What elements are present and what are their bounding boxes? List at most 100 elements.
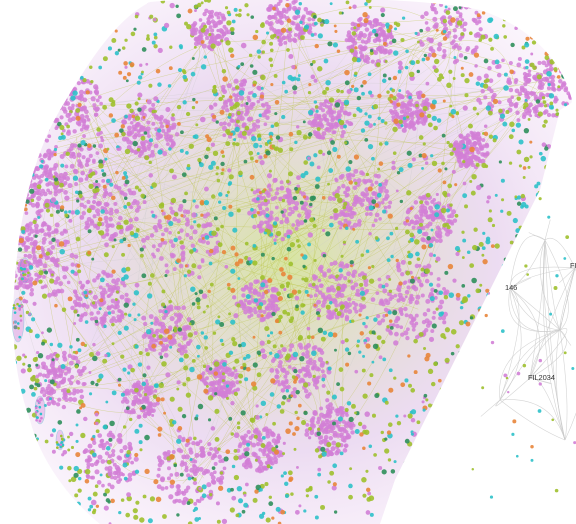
network-node bbox=[280, 344, 284, 348]
network-node-pink bbox=[67, 117, 73, 123]
network-node-pink bbox=[156, 473, 161, 478]
network-node-pink bbox=[128, 224, 134, 229]
network-node bbox=[331, 394, 337, 400]
network-node-pink bbox=[486, 86, 492, 91]
network-node-pink bbox=[431, 315, 436, 320]
network-node-pink bbox=[78, 280, 83, 285]
network-node-pink bbox=[124, 399, 130, 405]
network-node-pink bbox=[439, 2, 444, 7]
network-node-pink bbox=[165, 269, 170, 274]
network-node-pink bbox=[223, 99, 228, 104]
network-edge bbox=[72, 137, 103, 306]
network-node-pink bbox=[153, 316, 159, 321]
network-node-pink bbox=[434, 238, 439, 243]
network-node-pink bbox=[219, 475, 225, 481]
network-node-pink bbox=[224, 30, 229, 35]
network-node-pink bbox=[29, 291, 35, 297]
network-node bbox=[115, 290, 120, 294]
network-node bbox=[59, 465, 64, 470]
network-node-pink bbox=[411, 327, 416, 332]
network-node-pink bbox=[30, 288, 34, 292]
network-node-pink bbox=[292, 206, 297, 210]
network-node-pink bbox=[179, 245, 185, 250]
network-node bbox=[121, 252, 126, 257]
network-edge bbox=[118, 19, 277, 225]
network-edge bbox=[88, 100, 178, 239]
network-node bbox=[316, 316, 321, 321]
network-node-pink bbox=[120, 400, 125, 404]
network-node bbox=[138, 440, 143, 445]
network-node-pink bbox=[529, 91, 534, 95]
network-edge bbox=[117, 220, 442, 231]
network-node bbox=[66, 124, 70, 129]
network-node-pink bbox=[181, 305, 186, 311]
network-node bbox=[73, 472, 79, 478]
network-node-pink bbox=[320, 369, 325, 374]
network-node-pink bbox=[240, 435, 245, 440]
network-node bbox=[235, 85, 240, 90]
network-node-pink bbox=[55, 257, 60, 263]
network-node-pink bbox=[43, 232, 48, 237]
network-node bbox=[230, 268, 236, 274]
network-node-pink bbox=[134, 208, 140, 213]
network-node-pink bbox=[242, 122, 247, 127]
network-edge bbox=[113, 99, 501, 449]
network-node bbox=[494, 243, 500, 249]
network-node-pink bbox=[477, 158, 482, 163]
network-node bbox=[261, 435, 266, 440]
network-edge bbox=[70, 28, 215, 389]
network-node-pink bbox=[256, 313, 262, 318]
network-node bbox=[565, 49, 570, 54]
network-node bbox=[528, 0, 533, 4]
network-node-pink bbox=[98, 143, 104, 149]
network-node-pink bbox=[327, 195, 333, 201]
network-node-pink bbox=[43, 165, 48, 170]
network-node-pink bbox=[401, 103, 407, 108]
network-node-pink bbox=[55, 239, 60, 244]
network-node-pink bbox=[65, 239, 70, 245]
network-node-pink bbox=[29, 241, 34, 246]
network-node-pink bbox=[348, 172, 353, 177]
network-node-pink bbox=[420, 293, 425, 298]
network-node-pink bbox=[42, 274, 47, 279]
network-node-pink bbox=[79, 394, 85, 400]
network-node-pink bbox=[203, 223, 208, 229]
network-node-pink bbox=[95, 459, 100, 464]
network-node-pink bbox=[13, 238, 15, 243]
network-node-pink bbox=[404, 289, 410, 295]
network-node bbox=[20, 368, 26, 374]
network-node-pink bbox=[435, 225, 441, 230]
network-node-pink bbox=[261, 103, 266, 108]
network-node-pink bbox=[7, 261, 11, 265]
network-node-pink bbox=[321, 131, 327, 137]
network-node bbox=[238, 380, 242, 384]
network-node bbox=[455, 292, 461, 298]
network-node bbox=[176, 13, 182, 19]
network-node bbox=[234, 358, 240, 364]
network-node-pink bbox=[251, 102, 256, 106]
network-node-pink bbox=[13, 273, 18, 278]
network-node-pink bbox=[363, 40, 369, 45]
network-node-pink bbox=[366, 56, 371, 61]
network-node-pink bbox=[102, 194, 107, 199]
network-node bbox=[362, 354, 366, 358]
network-node bbox=[218, 192, 223, 197]
network-node bbox=[273, 74, 278, 78]
network-node bbox=[228, 47, 234, 53]
network-node-pink bbox=[364, 191, 370, 197]
network-node bbox=[499, 113, 506, 119]
network-node bbox=[36, 36, 42, 41]
network-node bbox=[518, 164, 522, 168]
network-node-pink bbox=[370, 297, 376, 302]
network-node-pink bbox=[72, 129, 77, 134]
network-node-pink bbox=[546, 86, 551, 91]
network-node-pink bbox=[374, 180, 379, 185]
network-node-pink bbox=[559, 85, 564, 90]
network-edge bbox=[224, 39, 538, 90]
network-node bbox=[443, 295, 449, 300]
network-node-pink bbox=[374, 212, 380, 218]
network-node-pink bbox=[0, 251, 4, 256]
network-node bbox=[236, 425, 241, 430]
network-node-pink bbox=[197, 264, 202, 270]
network-edge bbox=[170, 201, 353, 253]
